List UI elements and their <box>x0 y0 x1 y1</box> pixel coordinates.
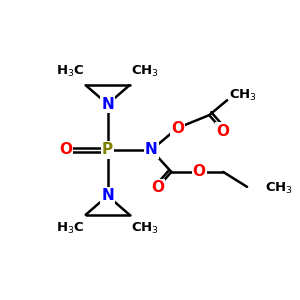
Text: N: N <box>101 188 114 203</box>
Text: N: N <box>101 97 114 112</box>
Text: CH$_3$: CH$_3$ <box>131 221 160 236</box>
Text: CH$_3$: CH$_3$ <box>229 88 257 103</box>
Text: O: O <box>217 124 230 139</box>
Text: H$_3$C: H$_3$C <box>56 221 84 236</box>
Text: CH$_3$: CH$_3$ <box>265 181 293 196</box>
Text: N: N <box>145 142 158 158</box>
Text: H$_3$C: H$_3$C <box>56 64 84 79</box>
Text: P: P <box>102 142 113 158</box>
Text: CH$_3$: CH$_3$ <box>131 64 160 79</box>
Text: O: O <box>151 180 164 195</box>
Text: O: O <box>171 121 184 136</box>
Text: O: O <box>59 142 72 158</box>
Text: O: O <box>193 164 206 179</box>
